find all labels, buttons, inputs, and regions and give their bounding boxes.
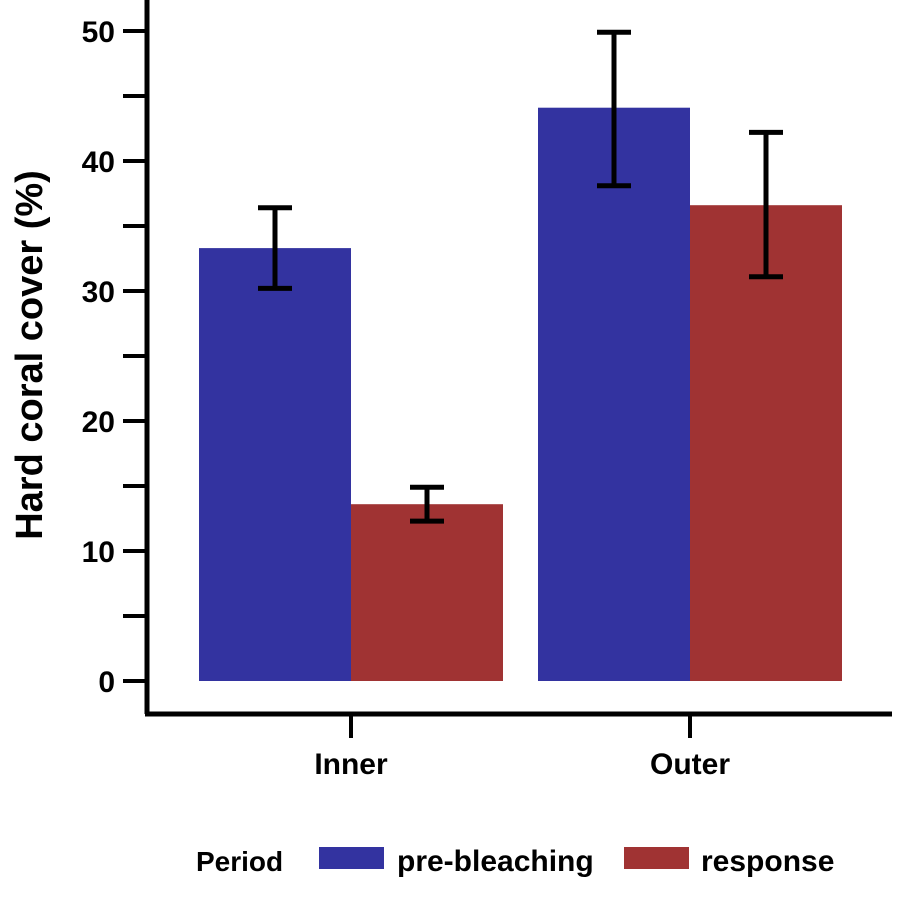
y-tick-label: 20	[82, 406, 115, 439]
bar-response-outer	[690, 205, 842, 681]
y-tick-label: 10	[82, 536, 115, 569]
x-tick-label-outer: Outer	[650, 748, 730, 781]
y-tick-label: 40	[82, 146, 115, 179]
errorbars-layer	[258, 29, 783, 524]
x-axis-ticks: Inner Outer	[314, 714, 730, 781]
bar-pre-bleaching-outer	[538, 107, 690, 681]
legend-swatch-response	[624, 847, 689, 869]
y-tick-label: 0	[98, 666, 115, 699]
y-tick-label: 50	[82, 16, 115, 49]
bars-layer	[199, 107, 842, 681]
legend-swatch-pre-bleaching	[319, 847, 384, 869]
x-tick-label-inner: Inner	[314, 748, 388, 781]
bar-response-inner	[351, 504, 503, 681]
y-axis-title: Hard coral cover (%)	[9, 170, 51, 540]
bar-pre-bleaching-inner	[199, 248, 351, 681]
legend-label-pre-bleaching: pre-bleaching	[397, 845, 594, 878]
legend: Period pre-bleaching response	[196, 845, 834, 878]
y-axis-ticks: 0 10 20 30 40 50	[82, 16, 147, 699]
legend-title: Period	[196, 846, 283, 877]
y-tick-label: 30	[82, 276, 115, 309]
legend-label-response: response	[701, 845, 834, 878]
